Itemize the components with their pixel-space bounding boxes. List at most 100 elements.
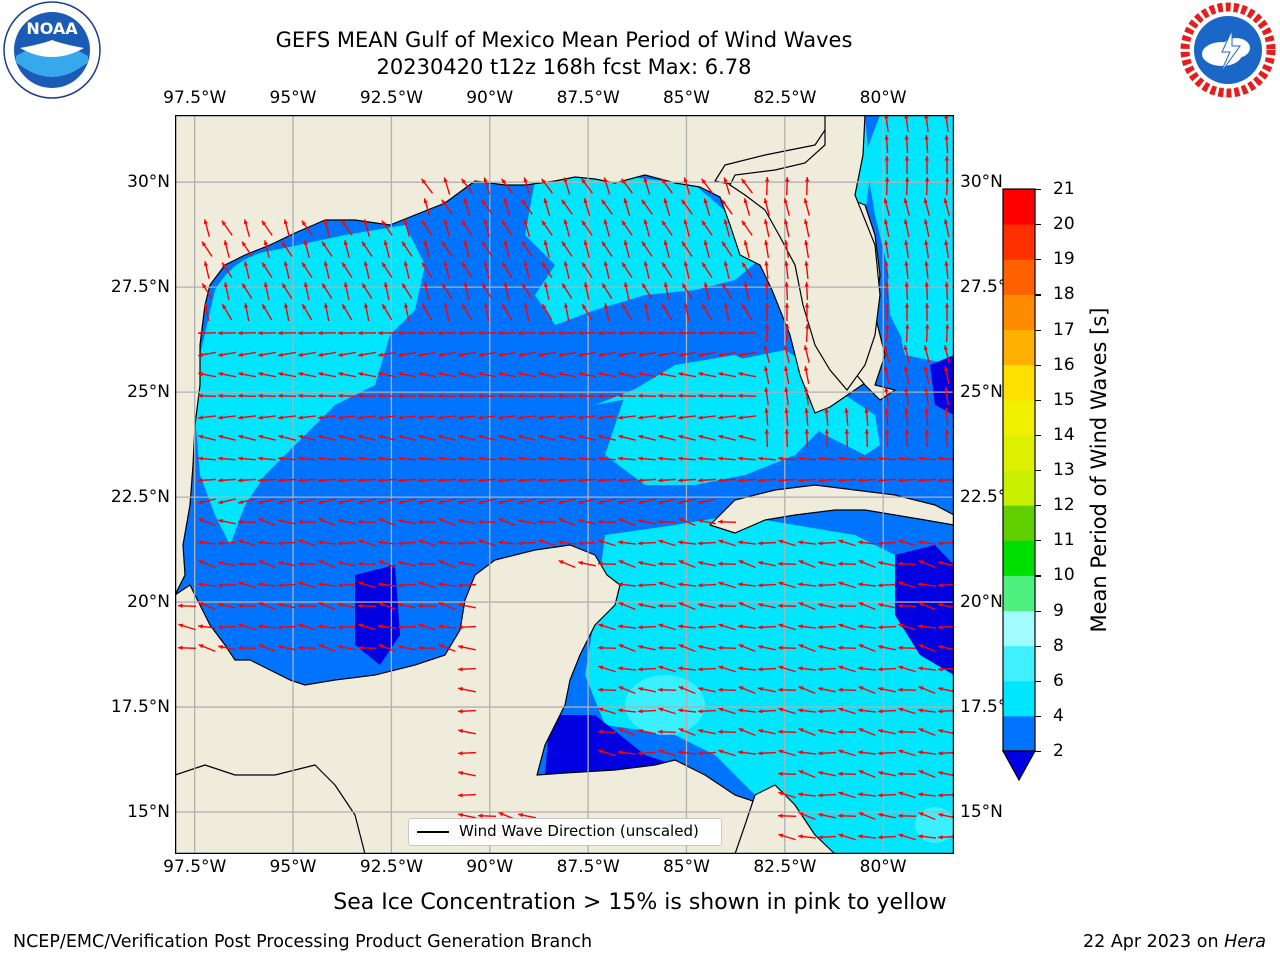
wind-arrow — [718, 749, 736, 757]
wind-arrow — [884, 428, 890, 448]
wind-arrow — [784, 366, 790, 384]
wind-arrow — [398, 498, 416, 505]
wind-arrow — [618, 351, 636, 357]
wind-arrow — [297, 645, 317, 651]
wind-arrow — [197, 540, 217, 545]
wind-arrow — [677, 582, 697, 587]
wind-arrow — [738, 559, 756, 569]
wind-arrow — [341, 303, 353, 321]
wind-arrow — [638, 351, 656, 357]
wind-arrow — [564, 303, 570, 321]
wind-arrow — [778, 749, 796, 757]
wind-arrow — [661, 220, 673, 236]
wind-arrow — [697, 667, 717, 672]
wind-arrow — [518, 498, 536, 505]
wind-arrow — [377, 624, 397, 629]
wind-arrow — [197, 582, 217, 587]
wind-arrow — [403, 219, 411, 237]
wind-arrow — [877, 456, 897, 461]
legend-line-swatch — [417, 831, 449, 833]
wind-arrow — [537, 330, 557, 336]
wind-arrow — [581, 178, 593, 194]
wind-arrow — [597, 456, 617, 461]
wind-arrow — [417, 393, 437, 399]
wind-arrow — [337, 625, 357, 630]
wind-arrow — [357, 456, 377, 461]
lon-tick-bottom: 95°W — [269, 857, 317, 877]
wind-arrow — [218, 644, 236, 651]
wind-arrow — [604, 303, 610, 321]
wind-arrow — [318, 601, 336, 611]
colorbar-tick: 11 — [1053, 530, 1075, 551]
colorbar-tick-mark — [1035, 434, 1041, 437]
colorbar-cell — [1003, 189, 1035, 225]
wind-arrow — [723, 219, 731, 237]
wind-arrow — [383, 282, 390, 300]
wind-arrow — [438, 643, 456, 653]
wind-arrow — [617, 330, 637, 336]
wind-arrow — [417, 478, 437, 483]
wind-arrow — [257, 456, 277, 461]
wind-arrow — [278, 434, 296, 441]
wind-arrow — [777, 813, 797, 819]
wind-arrow — [517, 541, 537, 546]
wind-arrow — [737, 582, 757, 587]
wind-arrow — [738, 434, 756, 441]
wind-arrow — [884, 281, 889, 301]
wind-arrow — [944, 303, 950, 321]
wind-arrow — [617, 708, 637, 713]
wind-arrow — [517, 456, 537, 461]
wind-arrow — [201, 282, 213, 300]
wind-arrow — [877, 835, 897, 840]
wind-arrow — [618, 517, 636, 527]
wind-arrow — [438, 498, 456, 505]
wind-arrow — [717, 519, 737, 525]
wind-arrow — [318, 517, 336, 527]
wind-arrow — [797, 456, 817, 461]
wind-arrow — [697, 415, 717, 420]
wind-arrow — [743, 240, 750, 258]
sea-ice-note: Sea Ice Concentration > 15% is shown in … — [333, 890, 947, 915]
wind-arrow — [323, 261, 330, 279]
wind-arrow — [658, 351, 676, 357]
wind-arrow — [438, 517, 456, 527]
wind-arrow — [258, 517, 276, 527]
wind-arrow — [284, 303, 290, 321]
wind-arrow — [497, 393, 517, 399]
wind-arrow — [398, 644, 416, 651]
wind-arrow — [277, 541, 297, 546]
wind-arrow — [743, 282, 750, 300]
wind-arrow — [457, 478, 477, 483]
wind-arrow — [898, 623, 916, 631]
wind-arrow — [818, 560, 836, 567]
wind-arrow — [561, 199, 573, 215]
wind-arrow — [764, 303, 770, 321]
wind-arrow — [903, 219, 910, 237]
wind-arrow — [417, 561, 437, 567]
wind-arrow — [237, 561, 257, 567]
wind-arrow — [638, 560, 656, 567]
wind-arrow — [737, 750, 757, 755]
wind-arrow — [503, 198, 511, 216]
wind-arrow — [898, 539, 916, 547]
wind-arrow — [198, 517, 216, 527]
wind-arrow — [878, 812, 896, 819]
colorbar-tick: 17 — [1053, 319, 1075, 340]
wind-arrow — [217, 583, 237, 588]
wind-arrow — [218, 560, 236, 567]
wind-arrow — [377, 415, 397, 420]
wind-arrow — [583, 282, 590, 300]
wind-arrow — [418, 434, 436, 441]
wind-arrow — [758, 728, 776, 735]
wind-arrow — [197, 456, 217, 461]
wind-arrow — [257, 624, 277, 629]
wind-arrow — [237, 478, 257, 483]
wind-arrow — [924, 428, 930, 448]
wind-arrow — [617, 393, 637, 399]
wind-arrow — [481, 282, 493, 300]
wind-arrow — [597, 687, 617, 693]
wind-arrow — [318, 643, 336, 653]
wind-arrow — [338, 560, 356, 567]
wind-arrow — [518, 372, 536, 378]
wind-arrow — [838, 539, 856, 547]
